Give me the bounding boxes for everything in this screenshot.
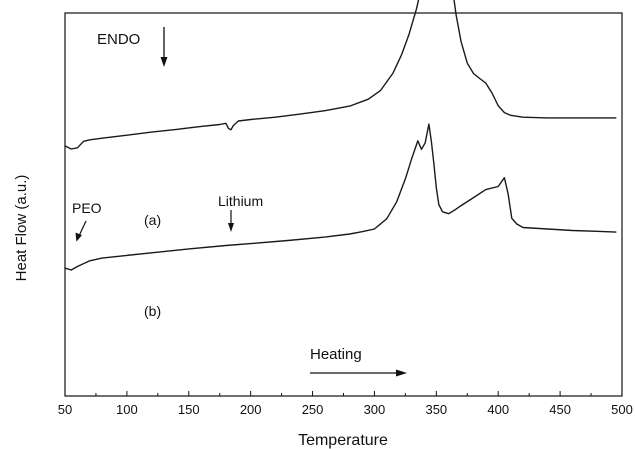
series-line-a bbox=[64, 0, 617, 150]
x-tick-label-350: 350 bbox=[425, 402, 447, 417]
annotation-peo: PEO bbox=[72, 200, 102, 216]
x-tick-label-500: 500 bbox=[611, 402, 633, 417]
x-tick-label-250: 250 bbox=[302, 402, 324, 417]
heating-arrow-head bbox=[396, 369, 407, 377]
x-axis-label: Temperature bbox=[298, 432, 388, 449]
x-tick-label-50: 50 bbox=[58, 402, 72, 417]
annotation-endo: ENDO bbox=[97, 31, 140, 48]
x-tick-label-300: 300 bbox=[364, 402, 386, 417]
series-label-b: (b) bbox=[144, 303, 161, 319]
x-tick-label-200: 200 bbox=[240, 402, 262, 417]
plot-border bbox=[64, 12, 623, 397]
x-tick-label-400: 400 bbox=[487, 402, 509, 417]
series-line-b bbox=[64, 123, 617, 271]
endo-arrow-head bbox=[160, 57, 168, 67]
y-axis-label: Heat Flow (a.u.) bbox=[13, 175, 30, 282]
plot-frame bbox=[64, 12, 623, 397]
lithium-arrow-head bbox=[228, 223, 234, 232]
annotation-heating: Heating bbox=[310, 346, 362, 363]
annotation-lithium: Lithium bbox=[218, 193, 263, 209]
peo-arrow-head bbox=[75, 232, 82, 242]
x-tick-label-450: 450 bbox=[549, 402, 571, 417]
x-axis-ticks: 50 100 150 200 250 300 350 400 450 500 bbox=[58, 391, 633, 417]
x-tick-label-100: 100 bbox=[116, 402, 138, 417]
x-tick-label-150: 150 bbox=[178, 402, 200, 417]
peo-arrow-shaft bbox=[78, 220, 87, 237]
series-label-a: (a) bbox=[144, 212, 161, 228]
series-layer bbox=[64, 0, 617, 271]
